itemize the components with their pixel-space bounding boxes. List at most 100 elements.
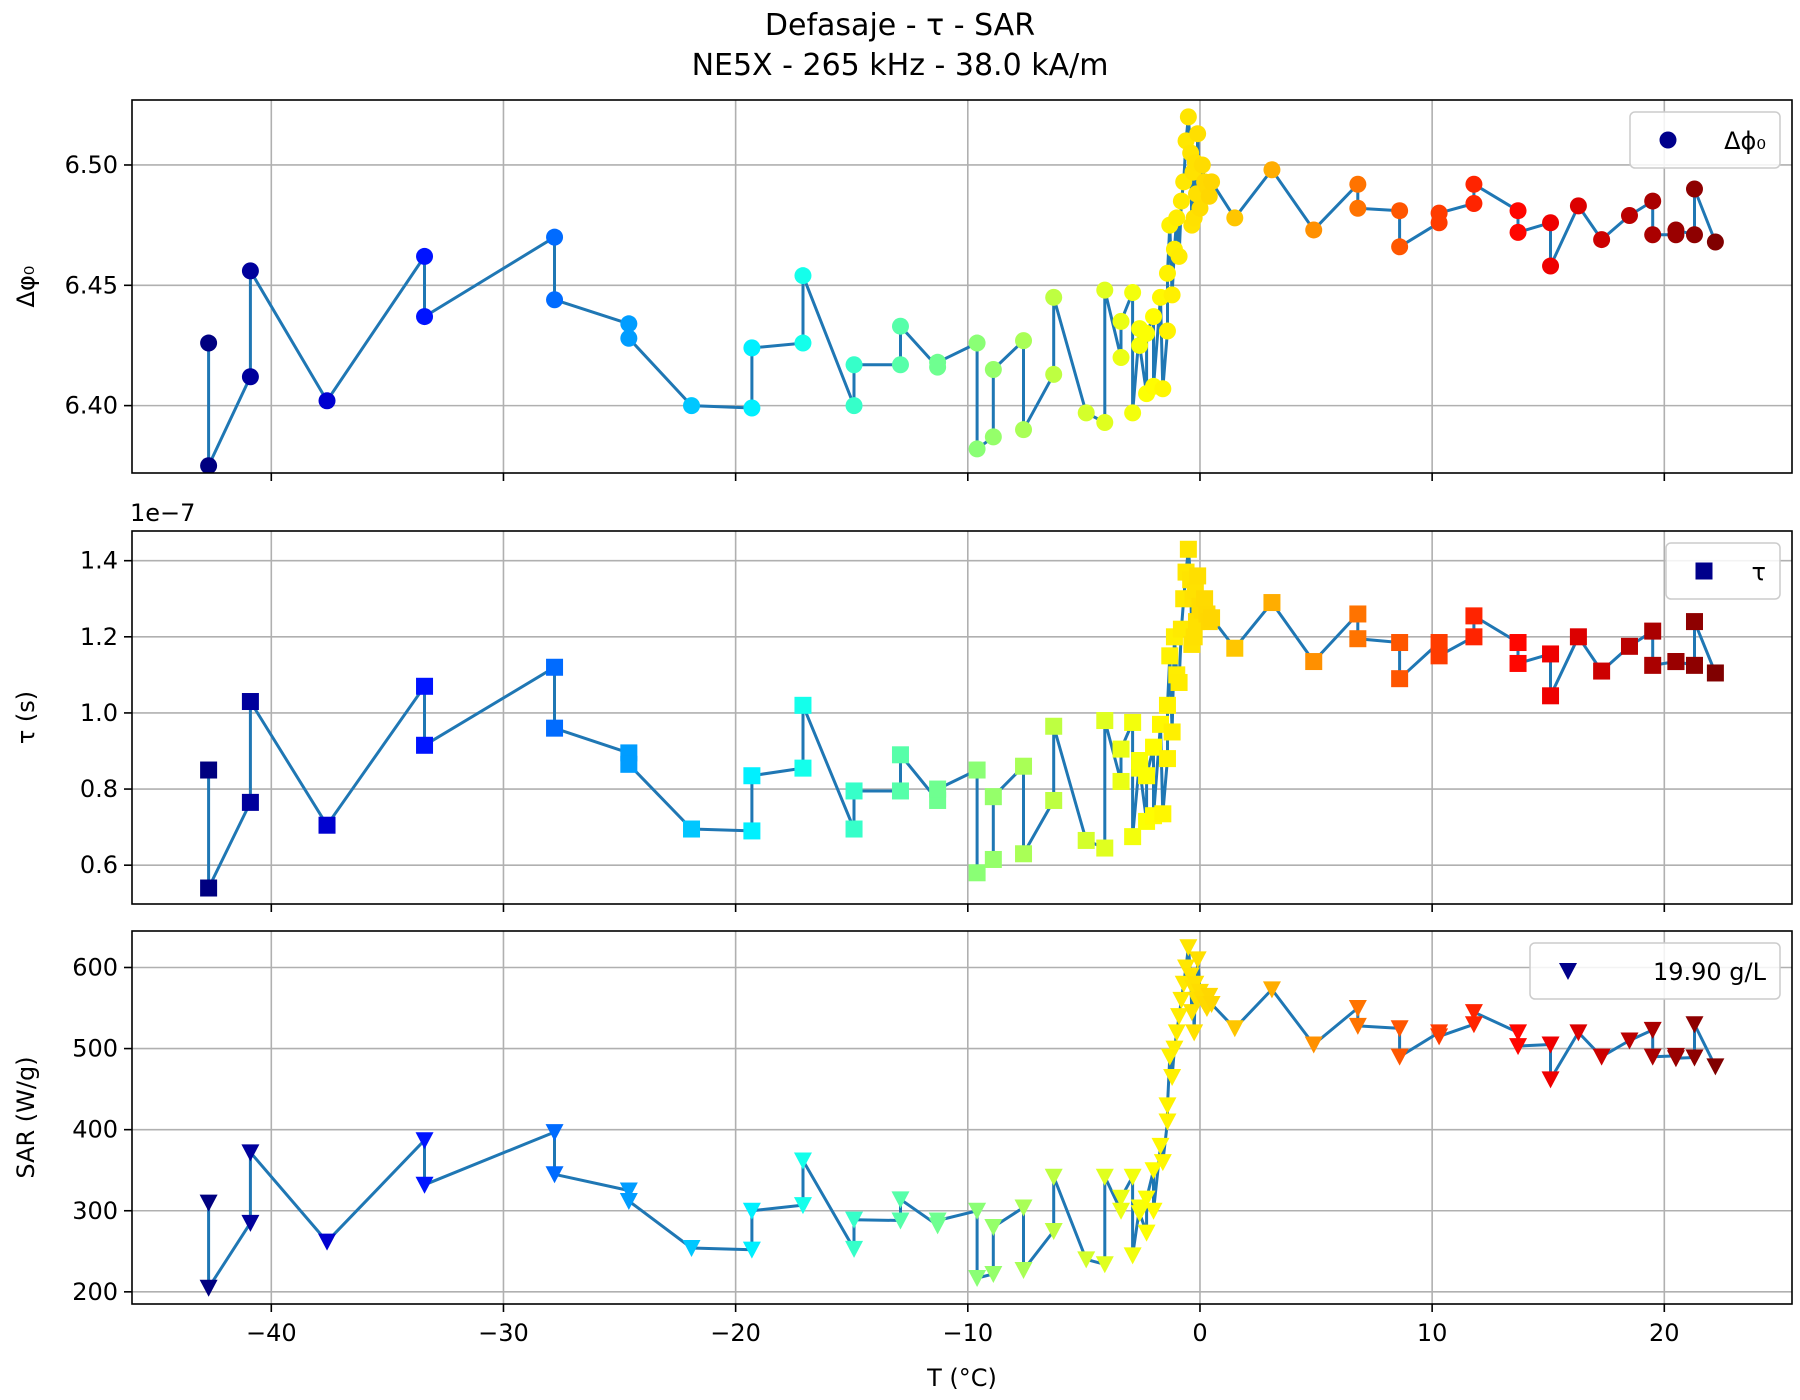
data-point [620, 315, 638, 333]
data-point [1620, 637, 1638, 655]
data-point [416, 247, 434, 265]
data-point [545, 1166, 564, 1184]
data-point [1014, 1261, 1033, 1279]
data-point [1541, 1036, 1560, 1054]
data-point [619, 1193, 638, 1211]
data-point [1170, 673, 1188, 691]
data-point [1304, 1036, 1323, 1054]
data-point [1158, 322, 1176, 340]
data-point [1196, 590, 1214, 608]
data-point [1151, 1137, 1170, 1155]
data-point [891, 1212, 910, 1230]
data-point [1644, 192, 1662, 210]
data-point [1263, 161, 1281, 179]
y-tick-label: 1.0 [80, 699, 118, 727]
data-point [1045, 365, 1063, 383]
data-point [1685, 1016, 1704, 1034]
data-point [1391, 634, 1409, 652]
data-point [1154, 380, 1172, 398]
data-point [1509, 223, 1527, 241]
legend-label: Δϕ₀ [1724, 127, 1766, 155]
data-point [1430, 647, 1448, 665]
x-tick-label: 0 [1192, 1319, 1207, 1347]
data-point [845, 1211, 864, 1229]
data-point [984, 428, 1002, 446]
data-point [1158, 1113, 1177, 1131]
data-point [1095, 1256, 1114, 1274]
legend-label: 19.90 g/L [1653, 958, 1767, 986]
data-point [968, 864, 986, 882]
data-point [1542, 257, 1560, 275]
y-offset-text: 1e−7 [130, 499, 195, 527]
data-point [1045, 717, 1063, 735]
data-point [929, 353, 947, 371]
data-point [891, 317, 909, 335]
data-point [1158, 1097, 1177, 1115]
data-point [1045, 791, 1063, 809]
data-point [1163, 723, 1181, 741]
data-point [682, 1240, 701, 1258]
data-point [1685, 180, 1703, 198]
data-point [199, 1194, 218, 1212]
data-point [1263, 594, 1281, 612]
data-markers [200, 108, 1724, 473]
plot-area [200, 108, 1724, 473]
data-point [1124, 828, 1142, 846]
data-point [1096, 712, 1114, 730]
series-line [207, 115, 1717, 468]
data-point [1203, 609, 1221, 627]
y-tick-label: 6.40 [65, 392, 118, 420]
data-point [546, 228, 564, 246]
data-point [199, 1279, 218, 1297]
data-point [1349, 605, 1367, 623]
data-point [743, 399, 761, 417]
data-point [1170, 1008, 1189, 1026]
data-point [1391, 238, 1409, 256]
data-point [1706, 233, 1724, 251]
data-point [1464, 1016, 1483, 1034]
data-point [1185, 628, 1203, 646]
data-point [1185, 1024, 1204, 1042]
data-point [318, 816, 336, 834]
data-point [891, 782, 909, 800]
data-point [546, 658, 564, 676]
y-tick-label: 600 [72, 953, 118, 981]
data-point [683, 820, 701, 838]
data-point [1112, 740, 1130, 758]
data-point [891, 356, 909, 374]
data-point [845, 782, 863, 800]
data-point [1112, 348, 1130, 366]
y-tick-label: 300 [72, 1197, 118, 1225]
data-point [1592, 1048, 1611, 1066]
data-point [1226, 639, 1244, 657]
data-point [845, 820, 863, 838]
data-point [1667, 653, 1685, 671]
data-point [1620, 1032, 1639, 1050]
data-point [1153, 1154, 1172, 1172]
data-point [1349, 199, 1367, 217]
data-point [546, 291, 564, 309]
data-point [1509, 202, 1527, 220]
data-point [1158, 750, 1176, 768]
sar-subplot: −40 −30 −20 −10 0 10 20 200 300 400 500 600 SAR (W/g… [12, 930, 1793, 1347]
data-point [1644, 226, 1662, 244]
data-point [743, 339, 761, 357]
data-point [1430, 1028, 1449, 1046]
y-axis-label: SAR (W/g) [12, 1056, 40, 1178]
x-tick-label: −40 [246, 1319, 297, 1347]
data-point [1077, 1251, 1096, 1269]
data-point [1465, 175, 1483, 193]
data-point [1569, 628, 1587, 646]
data-point [1509, 634, 1527, 652]
data-point [1706, 664, 1724, 682]
data-point [1124, 284, 1142, 302]
data-point [1137, 1224, 1156, 1242]
tau-subplot: 0.6 0.8 1.0 1.2 1.4 τ (s) 1e−7 τ [12, 499, 1793, 912]
data-point [968, 1202, 987, 1220]
data-point [968, 440, 986, 458]
data-point [742, 1241, 761, 1259]
data-point [793, 1152, 812, 1170]
data-point [1667, 221, 1685, 239]
data-point [415, 1132, 434, 1150]
data-point [1189, 567, 1207, 585]
